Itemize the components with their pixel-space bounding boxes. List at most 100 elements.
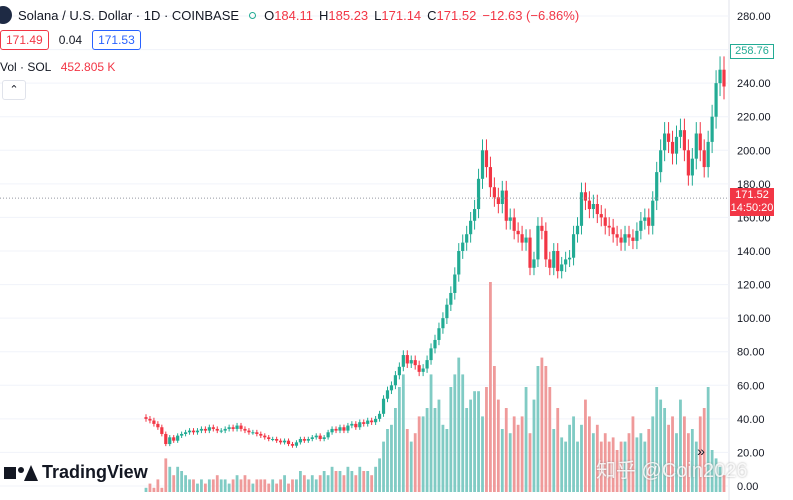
candle-body xyxy=(544,230,548,260)
candle-body xyxy=(381,398,386,414)
volume-bar xyxy=(192,479,195,492)
candle-body xyxy=(290,444,295,446)
candle-body xyxy=(627,234,631,238)
candle-body xyxy=(532,259,536,268)
candle-body xyxy=(223,428,227,431)
candle-body xyxy=(160,427,164,434)
volume-bar xyxy=(338,471,342,492)
candle-body xyxy=(623,234,627,243)
volume-bar xyxy=(552,429,556,492)
volume-bar xyxy=(231,479,235,492)
candle-body xyxy=(437,328,441,340)
volume-bar xyxy=(477,391,480,492)
candle-body xyxy=(235,425,239,429)
volume-bar xyxy=(176,466,180,492)
candle-body xyxy=(322,437,326,439)
candle-body xyxy=(611,227,615,235)
volume-bar xyxy=(425,408,429,492)
candle-body xyxy=(152,420,156,424)
volume-bar xyxy=(374,466,378,492)
volume-bar xyxy=(496,399,500,492)
volume-bar xyxy=(714,458,718,492)
y-tick-label: 180.00 xyxy=(737,179,771,191)
candle-body xyxy=(310,437,314,439)
candle-body xyxy=(263,435,267,438)
candle-body xyxy=(575,225,580,235)
volume-bar xyxy=(461,374,465,492)
volume-bar xyxy=(516,424,520,492)
candle-body xyxy=(643,217,647,221)
candle-body xyxy=(314,435,318,438)
bid-button[interactable]: 171.49 xyxy=(0,30,49,50)
volume-bar xyxy=(572,416,575,492)
volume-bar xyxy=(580,424,583,492)
volume-bar xyxy=(504,408,508,492)
candle-body xyxy=(631,237,635,241)
volume-bar xyxy=(267,483,271,492)
volume-bar xyxy=(532,399,536,492)
market-status-icon[interactable] xyxy=(249,11,257,19)
volume-bar xyxy=(671,416,674,492)
candle-body xyxy=(520,234,524,243)
volume-bar xyxy=(489,282,492,492)
candle-body xyxy=(385,390,390,399)
volume-bar xyxy=(508,433,512,492)
candle-body xyxy=(465,234,469,243)
tradingview-logo[interactable]: TradingView xyxy=(4,462,148,483)
volume-bar xyxy=(346,466,350,492)
volume-bar xyxy=(180,471,184,492)
candle-body xyxy=(172,437,176,441)
volume-bar xyxy=(556,408,560,492)
volume-bar xyxy=(279,479,283,492)
volume-bar xyxy=(679,399,682,492)
candle-body xyxy=(504,190,508,221)
candle-body xyxy=(389,385,394,391)
volume-label: Vol · SOL xyxy=(0,60,52,74)
candle-body xyxy=(524,237,528,243)
volume-bar xyxy=(635,437,639,492)
volume-bar xyxy=(655,387,659,492)
volume-bar xyxy=(433,408,437,492)
scroll-to-realtime-icon[interactable]: » xyxy=(697,443,705,459)
volume-bar xyxy=(603,433,607,492)
candle-body xyxy=(461,242,465,251)
volume-bar xyxy=(409,441,413,492)
candle-body xyxy=(247,430,251,433)
ask-button[interactable]: 171.53 xyxy=(92,30,141,50)
chevron-up-icon[interactable]: ⌃ xyxy=(2,80,26,100)
y-tick-label: 100.00 xyxy=(737,313,771,325)
candle-body xyxy=(445,304,449,319)
symbol-title[interactable]: Solana / U.S. Dollar · 1D · COINBASE xyxy=(18,7,240,23)
volume-bar xyxy=(584,399,587,492)
candle-body xyxy=(516,230,520,235)
candle-body xyxy=(702,150,706,168)
volume-bar xyxy=(378,458,381,492)
candle-body xyxy=(156,423,160,428)
volume-bar xyxy=(599,441,603,492)
candle-body xyxy=(180,433,184,436)
candle-body xyxy=(453,274,457,293)
volume-bar xyxy=(188,479,191,492)
volume-bar xyxy=(394,408,397,492)
candle-body xyxy=(338,427,342,431)
volume-bar xyxy=(441,424,445,492)
volume-bar xyxy=(219,479,223,492)
volume-bar xyxy=(275,483,279,492)
candle-body xyxy=(548,259,552,268)
candle-body xyxy=(556,251,560,272)
volume-bar xyxy=(342,475,346,492)
candle-body xyxy=(536,225,540,260)
volume-bar xyxy=(576,441,579,492)
volume-bar xyxy=(354,475,358,492)
candle-body xyxy=(484,150,489,168)
candle-body xyxy=(698,133,702,151)
candle-body xyxy=(401,355,405,367)
tradingview-icon xyxy=(4,464,38,481)
candle-body xyxy=(560,264,564,272)
ohlc-low-value: 171.14 xyxy=(381,7,422,23)
volume-bar xyxy=(326,475,330,492)
volume-bar xyxy=(283,475,286,492)
volume-bar xyxy=(330,466,334,492)
candle-body xyxy=(302,439,306,441)
